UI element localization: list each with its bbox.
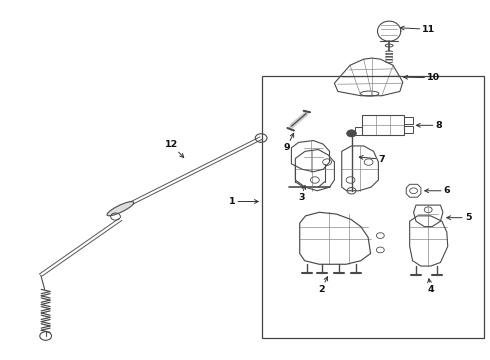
Text: 12: 12 bbox=[165, 140, 184, 157]
Circle shape bbox=[346, 130, 356, 137]
Text: 9: 9 bbox=[283, 133, 294, 152]
Text: 4: 4 bbox=[427, 279, 434, 294]
Text: 11: 11 bbox=[400, 25, 436, 34]
Text: 3: 3 bbox=[298, 185, 306, 202]
Bar bbox=[355, 127, 362, 135]
Text: 5: 5 bbox=[447, 213, 471, 222]
Text: 10: 10 bbox=[404, 73, 441, 82]
Text: 2: 2 bbox=[318, 277, 328, 294]
Ellipse shape bbox=[107, 202, 134, 216]
Bar bbox=[404, 126, 413, 133]
Text: 1: 1 bbox=[229, 197, 258, 206]
Bar bbox=[262, 76, 485, 338]
Text: 8: 8 bbox=[416, 121, 442, 130]
Bar bbox=[362, 116, 404, 135]
Text: 7: 7 bbox=[359, 155, 385, 164]
Text: 6: 6 bbox=[425, 186, 450, 195]
Bar bbox=[404, 117, 413, 124]
